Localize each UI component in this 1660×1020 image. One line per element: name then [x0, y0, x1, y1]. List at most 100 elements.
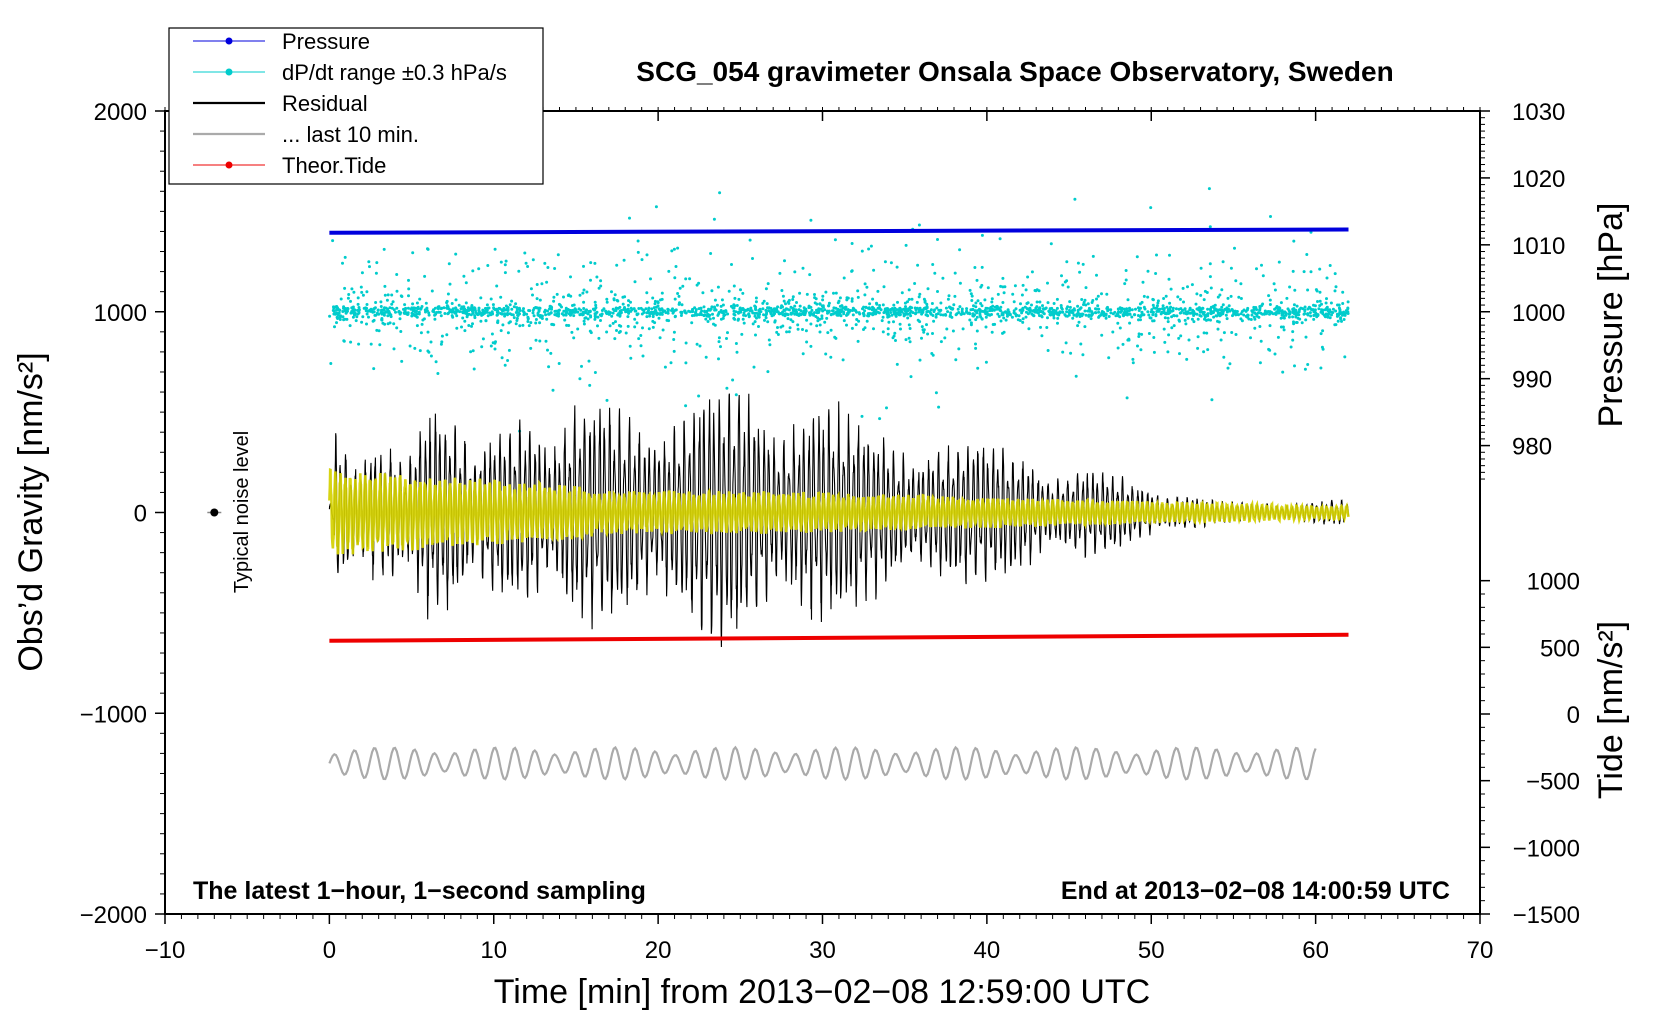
dpdt-point [677, 294, 681, 298]
dpdt-point [1346, 300, 1350, 304]
dpdt-point [1333, 323, 1337, 327]
dpdt-point [952, 303, 956, 307]
dpdt-point [908, 305, 912, 309]
dpdt-point [347, 293, 351, 296]
dpdt-point [445, 333, 449, 337]
dpdt-point [1155, 304, 1159, 308]
dpdt-point [1209, 307, 1212, 311]
dpdt-point [1140, 332, 1144, 336]
dpdt-point [941, 313, 945, 317]
dpdt-point [890, 307, 894, 310]
legend-swatch-dot [225, 68, 233, 76]
dpdt-point [996, 292, 1000, 296]
dpdt-point [1122, 307, 1126, 311]
dpdt-point [461, 306, 465, 310]
dpdt-point [1149, 310, 1153, 314]
dpdt-point [983, 298, 987, 302]
dpdt-point [998, 308, 1002, 312]
dpdt-point [909, 314, 913, 318]
dpdt-point [988, 313, 992, 317]
dpdt-point [925, 310, 929, 314]
dpdt-point [369, 309, 373, 313]
dpdt-point [958, 248, 962, 252]
dpdt-point [1202, 350, 1206, 354]
dpdt-point [984, 325, 988, 329]
dpdt-point [1303, 309, 1307, 313]
dpdt-point [1097, 310, 1101, 314]
dpdt-point [716, 285, 720, 289]
dpdt-point [678, 286, 682, 290]
dpdt-point [751, 322, 755, 326]
theor-tide-line [329, 632, 1349, 643]
dpdt-point [555, 313, 559, 317]
dpdt-point [374, 271, 378, 275]
dpdt-point [518, 312, 521, 316]
dpdt-point [917, 310, 921, 314]
dpdt-point [1306, 312, 1310, 316]
dpdt-point [719, 345, 722, 349]
dpdt-point [1328, 264, 1332, 267]
dpdt-point [679, 314, 683, 317]
dpdt-point [1151, 298, 1155, 302]
dpdt-point [334, 305, 338, 309]
dpdt-point [1001, 285, 1005, 289]
dpdt-point [1209, 286, 1213, 290]
dpdt-point [1346, 310, 1350, 314]
dpdt-point [636, 250, 640, 254]
dpdt-point [337, 311, 341, 315]
dpdt-point [1218, 293, 1222, 297]
dpdt-point [1135, 255, 1139, 259]
dpdt-point [496, 320, 500, 324]
dpdt-point [411, 302, 415, 306]
dpdt-point [910, 297, 914, 301]
dpdt-point [498, 307, 502, 310]
dpdt-point [872, 268, 876, 272]
y-tick-label: 0 [134, 501, 147, 528]
dpdt-point [766, 320, 770, 324]
dpdt-point [670, 309, 673, 312]
dpdt-point [611, 321, 615, 325]
dpdt-point [1038, 300, 1042, 304]
dpdt-point [1278, 306, 1282, 310]
dpdt-point [929, 311, 933, 315]
dpdt-point [1253, 317, 1257, 321]
dpdt-point [627, 299, 630, 303]
dpdt-point [626, 324, 630, 328]
dpdt-point [594, 306, 598, 310]
dpdt-point [826, 331, 830, 335]
dpdt-point [1071, 316, 1075, 320]
dpdt-point [937, 308, 941, 312]
dpdt-point [1001, 301, 1005, 304]
dpdt-point [1028, 306, 1032, 310]
dpdt-point [1154, 272, 1158, 275]
dpdt-point [773, 319, 777, 323]
dpdt-point [531, 293, 534, 297]
y-tick-label: −1000 [80, 701, 147, 728]
dpdt-point [641, 326, 644, 330]
dpdt-point [1146, 295, 1150, 299]
dpdt-point [718, 191, 722, 195]
dpdt-point [1051, 311, 1055, 315]
dpdt-point [1258, 325, 1262, 328]
dpdt-point [564, 313, 568, 317]
dpdt-point [495, 313, 499, 317]
dpdt-point [867, 247, 871, 251]
dpdt-point [572, 314, 576, 318]
dpdt-point [1291, 315, 1295, 319]
dpdt-point [335, 321, 338, 325]
dpdt-point [796, 323, 800, 327]
dpdt-point [914, 311, 918, 315]
legend-label: ... last 10 min. [282, 122, 419, 147]
dpdt-point [712, 316, 715, 320]
dpdt-point [1066, 305, 1070, 309]
dpdt-point [1061, 310, 1065, 314]
dpdt-point [372, 367, 376, 371]
dpdt-point [880, 319, 884, 323]
dpdt-point [465, 315, 469, 319]
dpdt-point [515, 306, 519, 310]
dpdt-point [856, 289, 860, 293]
dpdt-point [846, 296, 850, 300]
dpdt-point [1342, 318, 1346, 321]
dpdt-point [597, 336, 601, 340]
dpdt-point [1273, 307, 1277, 311]
